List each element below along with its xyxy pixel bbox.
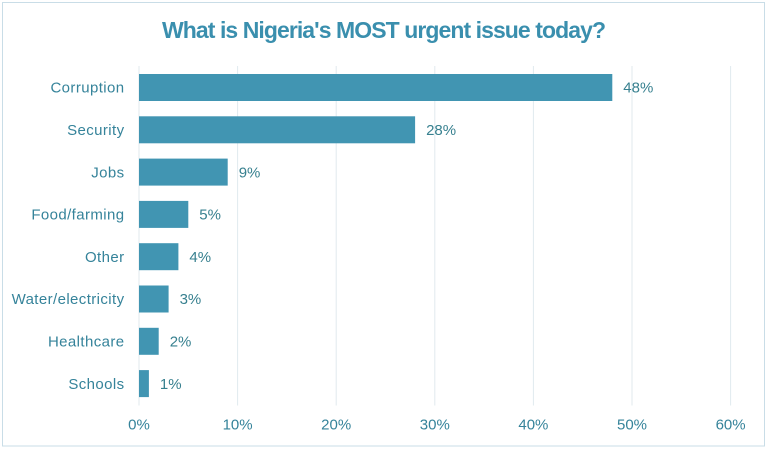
- svg-text:50%: 50%: [617, 417, 647, 434]
- svg-text:60%: 60%: [716, 417, 746, 434]
- svg-text:3%: 3%: [180, 291, 202, 308]
- svg-text:28%: 28%: [426, 122, 456, 139]
- svg-text:0%: 0%: [128, 417, 150, 434]
- svg-text:Water/electricity: Water/electricity: [12, 291, 125, 308]
- svg-text:9%: 9%: [239, 164, 261, 181]
- svg-text:Jobs: Jobs: [91, 164, 124, 181]
- svg-text:Other: Other: [85, 249, 125, 266]
- svg-text:5%: 5%: [199, 207, 221, 224]
- svg-text:48%: 48%: [623, 80, 653, 97]
- svg-text:Schools: Schools: [68, 376, 124, 393]
- svg-text:20%: 20%: [321, 417, 351, 434]
- svg-text:2%: 2%: [170, 334, 192, 351]
- svg-text:10%: 10%: [223, 417, 253, 434]
- svg-text:Healthcare: Healthcare: [48, 334, 125, 351]
- svg-text:What is Nigeria's MOST urgent: What is Nigeria's MOST urgent issue toda…: [162, 17, 606, 43]
- svg-text:Food/farming: Food/farming: [31, 207, 124, 224]
- svg-text:Corruption: Corruption: [50, 80, 124, 97]
- svg-text:Security: Security: [67, 122, 124, 139]
- svg-text:1%: 1%: [160, 376, 182, 393]
- svg-text:30%: 30%: [420, 417, 450, 434]
- svg-text:4%: 4%: [189, 249, 211, 266]
- svg-text:40%: 40%: [518, 417, 548, 434]
